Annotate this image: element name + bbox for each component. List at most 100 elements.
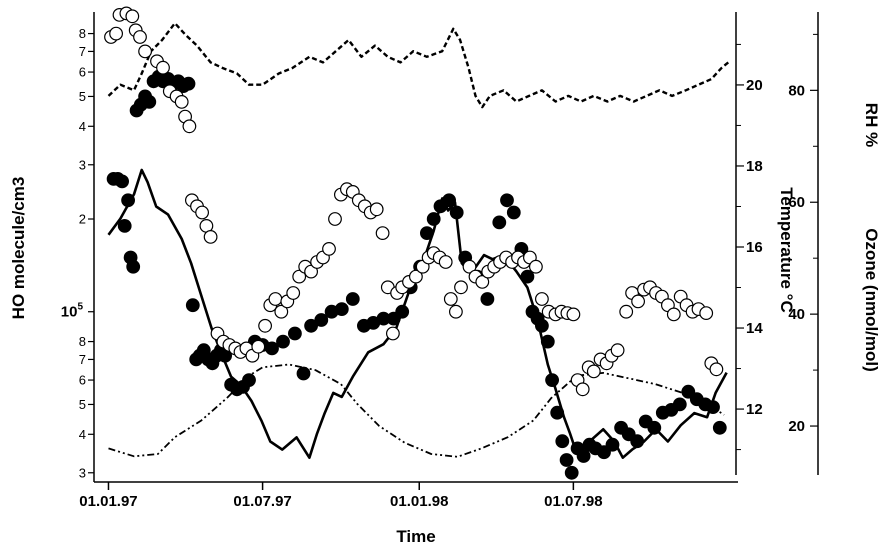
filled-point <box>181 76 196 91</box>
left-tick-label: 3 <box>79 157 86 172</box>
filled-point <box>540 334 555 349</box>
open-point <box>462 259 477 274</box>
plot-frame <box>93 12 819 483</box>
x-tick-label: 01.01.97 <box>79 493 137 510</box>
left-tick-label: 8 <box>79 334 86 349</box>
open-point <box>386 326 400 341</box>
filled-point <box>706 400 720 415</box>
open-point <box>292 269 307 284</box>
filled-point <box>426 212 441 226</box>
open-point <box>449 304 463 319</box>
open-point <box>109 26 123 41</box>
ozone-rh-tick-label: 80 <box>788 82 805 99</box>
x-tick-label: 01.07.98 <box>544 493 602 510</box>
filled-point <box>395 304 410 319</box>
open-point <box>328 212 342 226</box>
filled-point <box>559 453 574 467</box>
filled-point <box>500 193 514 208</box>
filled-point <box>576 449 591 463</box>
ozone-rh-axis-ticks: 20 40 60 80 <box>788 33 818 435</box>
open-point <box>443 292 458 306</box>
filled-point <box>520 269 535 284</box>
filled-point <box>480 292 495 306</box>
open-point <box>666 307 681 322</box>
filled-point <box>535 318 549 333</box>
x-axis-ticks: 01.01.97 01.07.97 01.01.98 01.07.98 <box>79 482 603 510</box>
open-point <box>619 304 634 319</box>
temperature-tick-label: 18 <box>746 158 763 175</box>
left-tick-label: 4 <box>79 427 86 442</box>
temperature-tick-label: 16 <box>746 239 763 256</box>
open-point <box>251 339 266 354</box>
filled-point <box>265 341 279 356</box>
open-point <box>631 294 645 309</box>
point-series <box>104 6 727 480</box>
rh-axis-label: RH % <box>862 103 881 147</box>
open-point <box>438 255 453 269</box>
open-point <box>156 60 170 75</box>
filled-point <box>304 318 319 333</box>
filled-point <box>142 94 157 109</box>
left-tick-label: 5 <box>79 397 86 412</box>
open-point <box>203 229 218 244</box>
open-point <box>586 364 601 379</box>
filled-point <box>296 366 311 381</box>
filled-point <box>630 434 645 449</box>
temperature-tick-label: 14 <box>746 320 763 337</box>
filled-point <box>506 205 521 220</box>
filled-point <box>126 259 141 274</box>
filled-point <box>345 292 360 306</box>
left-axis-label: HO molecule/cm3 <box>9 177 28 320</box>
filled-point <box>442 193 457 208</box>
ozone-line <box>108 363 725 458</box>
left-tick-label: 6 <box>79 373 86 388</box>
left-tick-label: 7 <box>79 44 86 59</box>
open-point <box>610 343 625 358</box>
line-series <box>107 22 730 459</box>
left-tick-label: 8 <box>79 26 86 41</box>
filled-point <box>314 313 329 327</box>
open-point <box>274 304 289 319</box>
filled-point <box>420 226 434 241</box>
open-point <box>454 280 468 295</box>
filled-point <box>550 405 565 420</box>
open-point <box>575 382 590 397</box>
open-point <box>258 318 273 333</box>
left-tick-label: 6 <box>79 65 86 80</box>
open-point <box>268 292 283 306</box>
open-point <box>475 275 490 289</box>
left-tick-label: 105 <box>61 302 84 321</box>
temperature-axis-label: Temperature °C <box>777 187 796 313</box>
x-tick-label: 01.07.97 <box>233 493 291 510</box>
open-point <box>286 286 301 300</box>
open-point <box>133 30 147 44</box>
left-tick-label: 3 <box>79 465 86 480</box>
temperature-axis-ticks: 12 14 16 18 20 <box>736 43 763 451</box>
filled-point <box>117 218 132 233</box>
filled-point <box>555 434 570 449</box>
temperature-tick-label: 20 <box>746 77 763 94</box>
open-point <box>529 259 543 274</box>
open-point <box>699 306 714 321</box>
left-tick-label: 4 <box>79 119 86 134</box>
x-axis-label: Time <box>396 527 435 546</box>
filled-point <box>288 326 302 341</box>
ozone-rh-tick-label: 60 <box>788 194 805 211</box>
filled-point <box>647 420 662 435</box>
filled-point <box>276 334 290 349</box>
ozone-axis-label: Ozone (nmol/mol) <box>862 228 881 372</box>
filled-point <box>115 174 129 189</box>
open-point <box>322 241 336 256</box>
open-point <box>409 269 423 284</box>
open-point <box>375 226 390 241</box>
filled-point <box>185 298 200 313</box>
open-point <box>182 119 197 134</box>
filled-point <box>449 205 464 220</box>
left-tick-label: 2 <box>79 212 86 227</box>
open-point <box>174 94 189 109</box>
open-point <box>566 307 581 322</box>
open-point <box>369 202 384 217</box>
open-point <box>709 362 724 377</box>
open-point <box>535 292 549 306</box>
